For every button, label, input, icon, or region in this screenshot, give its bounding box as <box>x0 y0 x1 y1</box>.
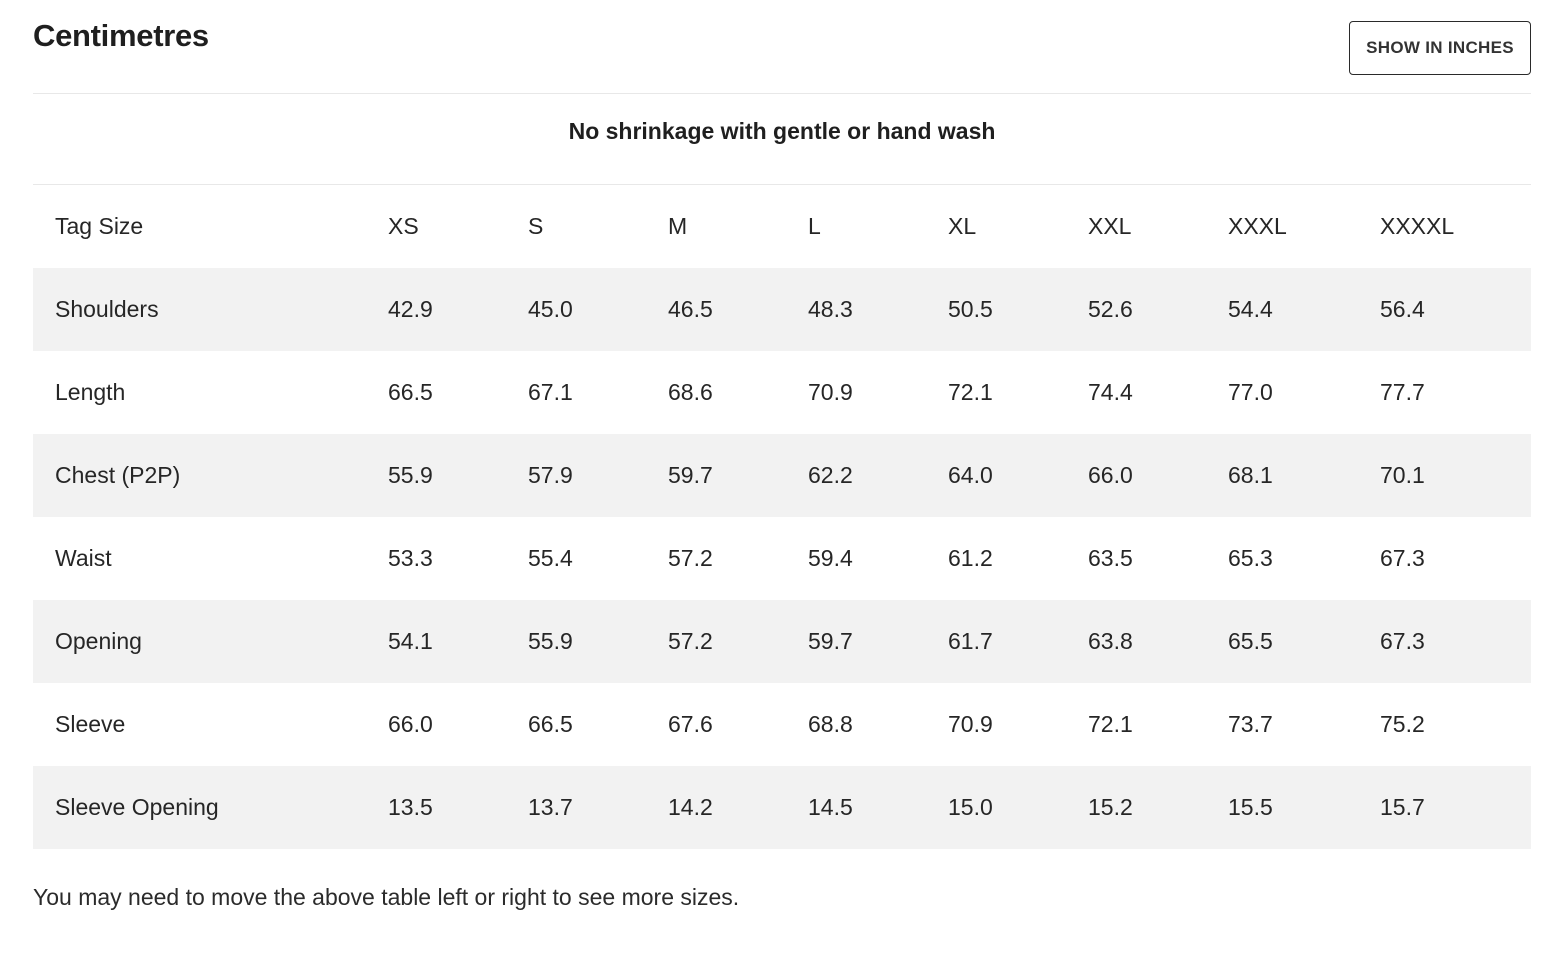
table-cell: 72.1 <box>1088 711 1133 737</box>
size-header-xxl: XXL <box>1088 213 1132 239</box>
table-row: Waist 53.3 55.4 57.2 59.4 61.2 63.5 65.3… <box>33 517 1531 600</box>
row-label: Sleeve Opening <box>55 794 219 820</box>
row-label: Sleeve <box>55 711 126 737</box>
table-row: Opening 54.1 55.9 57.2 59.7 61.7 63.8 65… <box>33 600 1531 683</box>
table-cell: 48.3 <box>808 296 853 322</box>
divider <box>33 184 1531 185</box>
show-in-inches-button[interactable]: SHOW IN INCHES <box>1349 21 1531 75</box>
table-cell: 65.3 <box>1228 545 1273 571</box>
table-cell: 45.0 <box>528 296 573 322</box>
row-label: Length <box>55 379 126 405</box>
table-cell: 66.5 <box>528 711 573 737</box>
table-cell: 74.4 <box>1088 379 1133 405</box>
table-row: Sleeve 66.0 66.5 67.6 68.8 70.9 72.1 73.… <box>33 683 1531 766</box>
table-cell: 68.8 <box>808 711 853 737</box>
table-cell: 54.4 <box>1228 296 1273 322</box>
table-cell: 75.2 <box>1380 711 1425 737</box>
units-heading: Centimetres <box>33 18 209 53</box>
table-cell: 67.6 <box>668 711 713 737</box>
table-row: Shoulders 42.9 45.0 46.5 48.3 50.5 52.6 … <box>33 268 1531 351</box>
table-cell: 62.2 <box>808 462 853 488</box>
table-cell: 59.7 <box>668 462 713 488</box>
size-header-s: S <box>528 213 544 239</box>
table-cell: 15.0 <box>948 794 993 820</box>
table-cell: 67.3 <box>1380 545 1425 571</box>
table-row: Chest (P2P) 55.9 57.9 59.7 62.2 64.0 66.… <box>33 434 1531 517</box>
table-cell: 52.6 <box>1088 296 1133 322</box>
table-cell: 13.7 <box>528 794 573 820</box>
table-cell: 57.2 <box>668 545 713 571</box>
table-cell: 14.5 <box>808 794 853 820</box>
table-cell: 55.9 <box>388 462 433 488</box>
table-cell: 61.2 <box>948 545 993 571</box>
table-header-row: Tag Size XS S M L XL XXL XXXL XXXXL <box>33 185 1531 268</box>
table-cell: 77.0 <box>1228 379 1273 405</box>
table-cell: 70.1 <box>1380 462 1425 488</box>
table-cell: 54.1 <box>388 628 433 654</box>
table-cell: 46.5 <box>668 296 713 322</box>
table-cell: 59.7 <box>808 628 853 654</box>
table-cell: 56.4 <box>1380 296 1425 322</box>
table-cell: 61.7 <box>948 628 993 654</box>
size-header-m: M <box>668 213 688 239</box>
row-label: Chest (P2P) <box>55 462 181 488</box>
table-cell: 59.4 <box>808 545 853 571</box>
table-cell: 50.5 <box>948 296 993 322</box>
divider <box>33 93 1531 94</box>
table-cell: 68.1 <box>1228 462 1273 488</box>
table-cell: 15.2 <box>1088 794 1133 820</box>
row-label: Shoulders <box>55 296 159 322</box>
table-cell: 73.7 <box>1228 711 1273 737</box>
row-label: Waist <box>55 545 112 571</box>
table-row: Length 66.5 67.1 68.6 70.9 72.1 74.4 77.… <box>33 351 1531 434</box>
table-cell: 13.5 <box>388 794 433 820</box>
size-table: Tag Size XS S M L XL XXL XXXL XXXXL Shou… <box>33 185 1531 849</box>
table-cell: 53.3 <box>388 545 433 571</box>
size-header-xl: XL <box>948 213 977 239</box>
table-cell: 67.3 <box>1380 628 1425 654</box>
size-header-xs: XS <box>388 213 419 239</box>
table-cell: 42.9 <box>388 296 433 322</box>
table-cell: 14.2 <box>668 794 713 820</box>
table-cell: 57.2 <box>668 628 713 654</box>
table-cell: 72.1 <box>948 379 993 405</box>
table-cell: 55.9 <box>528 628 573 654</box>
tag-size-header: Tag Size <box>55 213 144 239</box>
table-cell: 66.5 <box>388 379 433 405</box>
size-header-xxxxl: XXXXL <box>1380 213 1455 239</box>
row-label: Opening <box>55 628 142 654</box>
table-cell: 67.1 <box>528 379 573 405</box>
table-cell: 15.5 <box>1228 794 1273 820</box>
table-cell: 66.0 <box>1088 462 1133 488</box>
scroll-hint: You may need to move the above table lef… <box>33 884 740 910</box>
table-cell: 68.6 <box>668 379 713 405</box>
shrinkage-note: No shrinkage with gentle or hand wash <box>568 118 996 144</box>
table-cell: 66.0 <box>388 711 433 737</box>
table-cell: 77.7 <box>1380 379 1425 405</box>
table-cell: 65.5 <box>1228 628 1273 654</box>
table-cell: 63.5 <box>1088 545 1133 571</box>
size-header-l: L <box>808 213 821 239</box>
table-cell: 15.7 <box>1380 794 1425 820</box>
table-cell: 63.8 <box>1088 628 1133 654</box>
table-cell: 64.0 <box>948 462 993 488</box>
size-header-xxxl: XXXL <box>1228 213 1287 239</box>
table-cell: 57.9 <box>528 462 573 488</box>
table-cell: 70.9 <box>808 379 853 405</box>
table-cell: 55.4 <box>528 545 573 571</box>
table-cell: 70.9 <box>948 711 993 737</box>
table-row: Sleeve Opening 13.5 13.7 14.2 14.5 15.0 … <box>33 766 1531 849</box>
